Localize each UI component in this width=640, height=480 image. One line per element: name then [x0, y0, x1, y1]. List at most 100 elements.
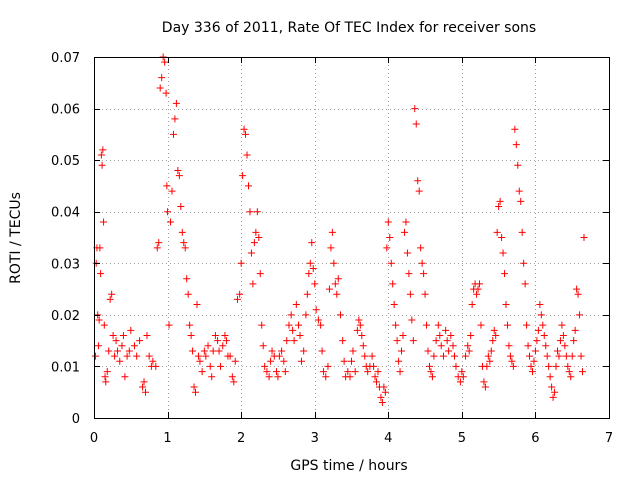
- data-point: [318, 347, 326, 355]
- data-point: [411, 105, 419, 113]
- data-point: [283, 337, 291, 345]
- data-point: [496, 197, 504, 205]
- data-point: [281, 368, 289, 376]
- data-point: [112, 337, 120, 345]
- data-point: [573, 285, 581, 293]
- data-point: [356, 321, 364, 329]
- data-point: [192, 388, 200, 396]
- data-point: [127, 326, 135, 334]
- data-point: [142, 388, 149, 396]
- data-point: [474, 285, 482, 293]
- data-point: [239, 172, 247, 180]
- data-point: [217, 362, 225, 370]
- data-point: [308, 239, 316, 247]
- data-point: [437, 342, 445, 350]
- data-point: [430, 352, 438, 360]
- x-tick-label: 3: [311, 431, 319, 446]
- data-point: [384, 218, 392, 226]
- data-point: [425, 362, 433, 370]
- data-point: [568, 352, 576, 360]
- data-point: [190, 383, 198, 391]
- data-point: [380, 383, 388, 391]
- data-point: [506, 352, 514, 360]
- data-point: [442, 326, 450, 334]
- data-point: [554, 347, 561, 355]
- data-point: [180, 239, 188, 247]
- data-point: [236, 290, 244, 298]
- data-point: [509, 362, 517, 370]
- data-point: [386, 234, 394, 241]
- x-tick-label: 6: [531, 431, 539, 446]
- data-point: [476, 280, 484, 288]
- data-point: [417, 244, 425, 252]
- y-tick-label: 0.07: [51, 51, 80, 66]
- x-tick-labels: 0 1 2 3 4 5 6 7: [90, 431, 613, 446]
- data-point: [222, 337, 230, 345]
- data-point: [280, 357, 288, 365]
- data-point: [571, 326, 579, 334]
- data-point: [490, 326, 498, 334]
- data-point: [549, 393, 557, 401]
- data-point: [297, 357, 305, 365]
- data-point: [528, 368, 536, 376]
- data-point: [327, 244, 335, 252]
- data-point: [527, 362, 535, 370]
- data-point: [116, 357, 124, 365]
- data-point: [524, 342, 532, 350]
- data-point: [305, 270, 313, 278]
- data-point: [95, 316, 103, 324]
- data-point: [186, 321, 194, 329]
- data-point: [503, 321, 511, 329]
- data-point: [545, 362, 553, 370]
- data-point: [118, 342, 126, 350]
- data-point: [333, 290, 341, 298]
- data-point: [498, 234, 506, 241]
- data-point: [570, 337, 578, 345]
- data-point: [204, 342, 212, 350]
- data-point: [537, 311, 545, 319]
- data-point: [98, 161, 106, 169]
- data-point: [245, 182, 252, 190]
- data-point: [274, 373, 282, 381]
- x-tick-label: 4: [384, 431, 392, 446]
- data-point: [230, 378, 238, 386]
- data-point: [501, 270, 509, 278]
- data-point: [518, 228, 526, 236]
- data-point: [427, 368, 435, 376]
- data-point: [226, 352, 234, 360]
- data-point: [196, 357, 204, 365]
- data-point: [161, 58, 169, 66]
- data-point: [268, 347, 276, 355]
- data-point: [247, 249, 255, 257]
- data-point: [381, 388, 389, 396]
- data-point: [400, 228, 408, 236]
- data-point: [111, 352, 119, 360]
- data-point: [123, 352, 131, 360]
- y-tick-label: 0.05: [51, 154, 80, 169]
- data-point: [432, 337, 440, 345]
- data-point: [418, 259, 426, 267]
- data-point: [398, 347, 406, 355]
- data-point: [168, 187, 176, 195]
- data-point: [492, 331, 500, 339]
- data-point: [211, 331, 219, 339]
- data-point: [267, 357, 275, 365]
- data-point: [473, 290, 481, 298]
- data-point: [477, 321, 485, 329]
- data-point: [278, 347, 286, 355]
- data-point: [255, 234, 263, 241]
- data-point: [214, 337, 222, 345]
- data-point: [101, 373, 109, 381]
- data-point: [436, 331, 444, 339]
- data-point: [314, 316, 322, 324]
- axis-ticks: [94, 57, 610, 419]
- data-point: [258, 321, 266, 329]
- data-point: [487, 347, 495, 355]
- data-point: [412, 120, 420, 128]
- data-point: [97, 270, 105, 278]
- data-point: [567, 373, 575, 381]
- data-point: [540, 331, 548, 339]
- data-point: [198, 368, 206, 376]
- data-point: [533, 337, 541, 345]
- data-point: [334, 275, 342, 283]
